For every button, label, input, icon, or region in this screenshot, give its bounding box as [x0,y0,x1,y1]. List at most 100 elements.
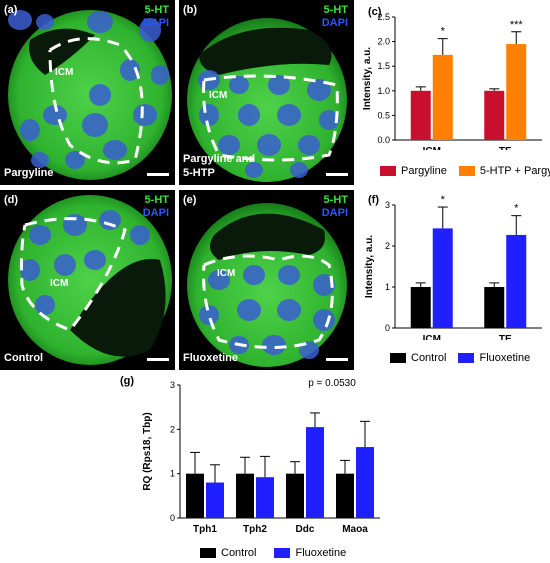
chart-legend: Control Fluoxetine [200,547,358,559]
significance-marker: * [441,26,446,38]
legend-swatch [458,166,475,176]
x-tick-label: Tph2 [243,524,267,535]
legend-label: 5-HTP + Pargyline [479,165,550,177]
x-tick-label: TE [499,146,512,150]
x-tick-label: ICM [423,334,441,340]
bar [306,427,324,518]
panel-letter: (a) [4,4,18,16]
significance-marker: * [514,203,519,215]
icm-label: ICM [50,278,69,289]
bar [506,44,527,141]
bar [432,54,453,140]
y-axis-label: RQ (Rps18, Tbp) [142,412,153,490]
x-tick-label: Ddc [296,524,315,535]
y-tick-label: 0 [170,513,175,523]
chart-letter: (g) [120,375,135,387]
y-tick-label: 1.0 [377,86,390,96]
x-tick-label: ICM [423,146,441,150]
significance-marker: * [441,194,446,206]
stain-5ht-label: 5-HT [144,194,169,206]
legend-label: Fluoxetine [295,547,347,559]
embryo-image-d [8,195,172,365]
stain-5ht-label: 5-HT [323,4,348,16]
bar [206,482,224,518]
panel-caption: Pargyline [4,167,54,179]
y-tick-label: 2 [385,241,390,251]
chart-legend: Pargyline 5-HTP + Pargyline [380,165,550,177]
legend-item: 5-HTP + Pargyline [458,165,550,177]
stain-5ht-label: 5-HT [323,194,348,206]
y-tick-label: 0.5 [377,110,390,120]
stain-dapi-label: DAPI [321,17,348,29]
bar [410,90,431,140]
stain-dapi-label: DAPI [321,207,348,219]
bar [484,90,505,140]
micrograph-panel-b: (b) 5-HT DAPI ICM Pargyline and 5-HTP [179,0,354,185]
panel-caption: Fluoxetine [183,352,239,364]
x-tick-label: TE [499,334,512,340]
panel-caption: Control [4,352,44,364]
chart-c: (c) 0.0 0.5 1.0 1.5 2.0 2.5 Intensity, a.u. ICM… [360,0,550,185]
bar-chart-svg: 0 1 2 3 RQ (Rps18, Tbp) Tph1 Tph2 Ddc Maoa p = 0.… [142,378,380,535]
bar [236,473,254,518]
scale-bar [326,358,348,361]
legend-item: Fluoxetine [274,547,346,559]
legend-label: Control [411,352,447,364]
legend-item: Fluoxetine [458,352,530,364]
bar [432,228,453,328]
y-tick-label: 3 [170,380,175,390]
y-axis-label: Intensity, a.u. [364,235,375,298]
bar-chart-svg: 0 1 2 3 Intensity, a.u. ICM * TE * [364,194,542,340]
scale-bar [147,173,169,176]
bar [336,473,354,518]
stain-dapi-label: DAPI [142,17,169,29]
chart-g: (g) 0 1 2 3 RQ (Rps18, Tbp) Tph1 Tph2 Ddc Maoa p … [120,375,390,563]
panel-letter: (d) [4,194,19,206]
legend-swatch [274,548,291,558]
p-value-annotation: p = 0.0530 [308,378,356,389]
panel-caption-line2: 5-HTP [183,167,215,179]
micrograph-panel-e: (e) 5-HT DAPI ICM Fluoxetine [179,190,354,370]
embryo-image-a [8,10,172,180]
bar [186,473,204,518]
icm-label: ICM [217,268,236,279]
legend-label: Pargyline [401,165,447,177]
legend-item: Pargyline [380,165,447,177]
embryo-image-b [187,18,347,182]
legend-label: Fluoxetine [479,352,531,364]
panel-letter: (b) [183,4,198,16]
bar [506,234,527,328]
legend-swatch [380,166,396,176]
y-tick-label: 2.5 [377,12,390,22]
y-tick-label: 3 [385,200,390,210]
stain-5ht-label: 5-HT [144,4,169,16]
scale-bar [326,173,348,176]
chart-f: (f) 0 1 2 3 Intensity, a.u. ICM * TE * Control F… [360,190,550,370]
chart-legend: Control Fluoxetine [390,352,542,364]
bar [286,473,304,518]
bar [410,287,431,328]
y-tick-label: 1 [170,469,175,479]
x-tick-label: Tph1 [193,524,217,535]
legend-swatch [200,548,216,558]
bar [256,477,274,518]
legend-swatch [390,353,406,363]
y-tick-label: 2.0 [377,37,390,47]
panel-letter: (e) [183,194,197,206]
y-tick-label: 1 [385,282,390,292]
stain-dapi-label: DAPI [142,207,169,219]
bar [484,287,505,328]
panel-caption-line1: Pargyline and [183,153,256,165]
bar-chart-svg: 0.0 0.5 1.0 1.5 2.0 2.5 Intensity, a.u. ICM * TE *… [362,12,542,150]
icm-label: ICM [55,67,74,78]
bar [356,447,374,518]
legend-label: Control [221,547,257,559]
micrograph-panel-d: (d) 5-HT DAPI ICM Control [0,190,175,370]
y-tick-label: 0.0 [377,135,390,145]
legend-swatch [458,353,475,363]
chart-letter: (f) [368,194,379,206]
embryo-image-e [187,203,347,367]
y-tick-label: 1.5 [377,61,390,71]
icm-label: ICM [209,90,228,101]
y-tick-label: 2 [170,424,175,434]
